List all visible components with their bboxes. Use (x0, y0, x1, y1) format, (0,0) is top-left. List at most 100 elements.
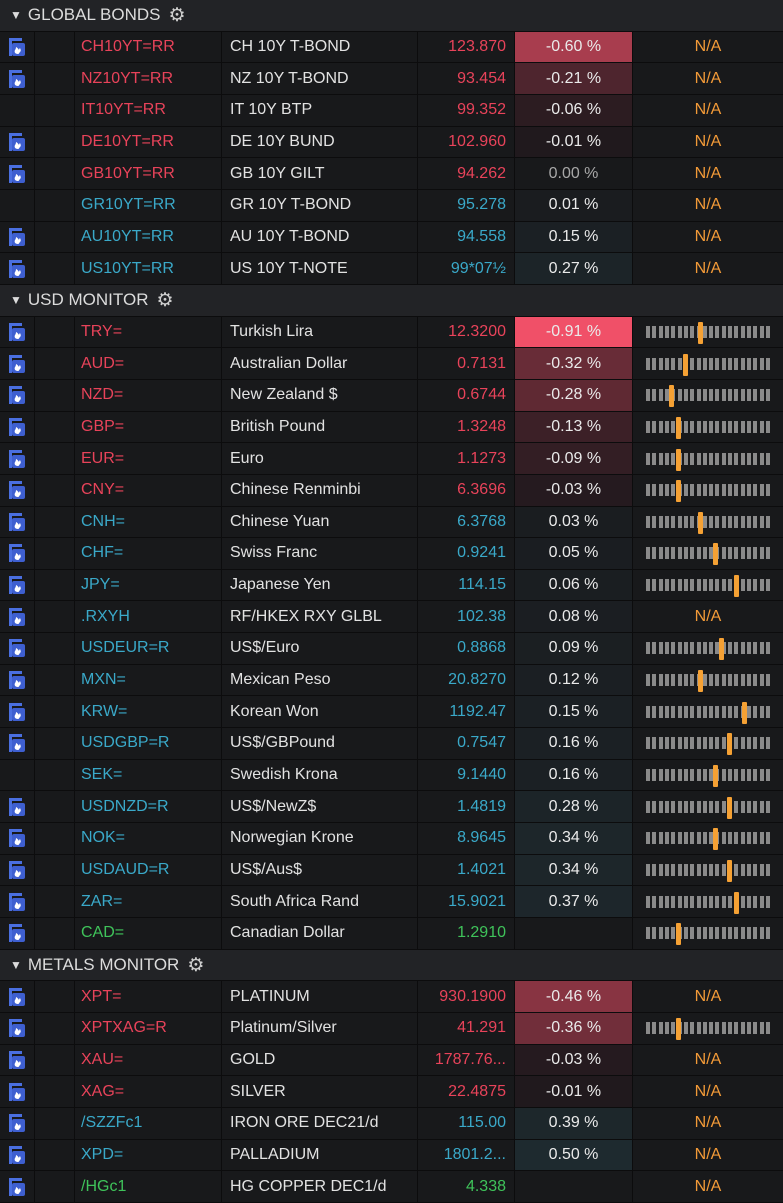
ric-cell[interactable]: XAU= (75, 1044, 222, 1076)
news-icon-cell[interactable] (0, 981, 35, 1012)
ric-cell[interactable]: USDAUD=R (75, 854, 222, 886)
table-row[interactable]: GB10YT=RR GB 10Y GILT 94.262 0.00 % N/A (0, 158, 783, 190)
news-icon-cell[interactable] (0, 1044, 35, 1076)
section-header[interactable]: ▼ METALS MONITOR ⚙ (0, 949, 783, 982)
table-row[interactable]: XAU= GOLD 1787.76... -0.03 % N/A (0, 1044, 783, 1077)
table-row[interactable]: CHF= Swiss Franc 0.9241 0.05 % (0, 538, 783, 570)
ric-cell[interactable]: IT10YT=RR (75, 94, 222, 126)
table-row[interactable]: CNH= Chinese Yuan 6.3768 0.03 % (0, 506, 783, 539)
ric-cell[interactable]: GB10YT=RR (75, 158, 222, 189)
ric-cell[interactable]: CHF= (75, 538, 222, 569)
table-row[interactable]: XPT= PLATINUM 930.1900 -0.46 % N/A (0, 981, 783, 1013)
table-row[interactable]: /SZZFc1 IRON ORE DEC21/d 115.00 0.39 % N/A (0, 1107, 783, 1140)
news-icon-cell[interactable] (0, 411, 35, 443)
news-icon-cell[interactable] (0, 538, 35, 569)
table-row[interactable]: KRW= Korean Won 1192.47 0.15 % (0, 696, 783, 729)
ric-cell[interactable]: USDNZD=R (75, 791, 222, 823)
table-row[interactable]: AUD= Australian Dollar 0.7131 -0.32 % (0, 348, 783, 380)
news-icon-cell[interactable] (0, 886, 35, 918)
table-row[interactable]: AU10YT=RR AU 10Y T-BOND 94.558 0.15 % N/A (0, 221, 783, 254)
news-icon-cell[interactable] (0, 854, 35, 886)
ric-cell[interactable]: NZ10YT=RR (75, 63, 222, 94)
news-icon-cell[interactable] (0, 94, 35, 126)
table-row[interactable]: CNY= Chinese Renminbi 6.3696 -0.03 % (0, 474, 783, 507)
news-icon-cell[interactable] (0, 158, 35, 189)
table-row[interactable]: XPTXAG=R Platinum/Silver 41.291 -0.36 % (0, 1013, 783, 1045)
ric-cell[interactable]: XPTXAG=R (75, 1013, 222, 1044)
section-header[interactable]: ▼ USD MONITOR ⚙ (0, 284, 783, 317)
table-row[interactable]: USDAUD=R US$/Aus$ 1.4021 0.34 % (0, 854, 783, 887)
ric-cell[interactable]: CNH= (75, 506, 222, 538)
ric-cell[interactable]: /SZZFc1 (75, 1107, 222, 1139)
table-row[interactable]: .RXYH RF/HKEX RXY GLBL 102.38 0.08 % N/A (0, 601, 783, 634)
ric-cell[interactable]: ZAR= (75, 886, 222, 918)
collapse-triangle-icon[interactable]: ▼ (10, 8, 22, 23)
news-icon-cell[interactable] (0, 1139, 35, 1171)
ric-cell[interactable]: XPT= (75, 981, 222, 1012)
ric-cell[interactable]: NOK= (75, 823, 222, 854)
ric-cell[interactable]: JPY= (75, 569, 222, 601)
news-icon-cell[interactable] (0, 1013, 35, 1044)
ric-cell[interactable]: CNY= (75, 474, 222, 506)
table-row[interactable]: GBP= British Pound 1.3248 -0.13 % (0, 411, 783, 444)
news-icon-cell[interactable] (0, 823, 35, 854)
table-row[interactable]: NZ10YT=RR NZ 10Y T-BOND 93.454 -0.21 % N/A (0, 63, 783, 95)
table-row[interactable]: XPD= PALLADIUM 1801.2... 0.50 % N/A (0, 1139, 783, 1172)
news-icon-cell[interactable] (0, 253, 35, 284)
ric-cell[interactable]: SEK= (75, 759, 222, 791)
table-row[interactable]: /HGc1 HG COPPER DEC1/d 4.338 N/A (0, 1171, 783, 1203)
table-row[interactable]: NOK= Norwegian Krone 8.9645 0.34 % (0, 823, 783, 855)
table-row[interactable]: IT10YT=RR IT 10Y BTP 99.352 -0.06 % N/A (0, 94, 783, 127)
ric-cell[interactable]: MXN= (75, 664, 222, 696)
ric-cell[interactable]: CH10YT=RR (75, 31, 222, 63)
news-icon-cell[interactable] (0, 1076, 35, 1107)
ric-cell[interactable]: XAG= (75, 1076, 222, 1107)
table-row[interactable]: TRY= Turkish Lira 12.3200 -0.91 % (0, 316, 783, 349)
gear-icon[interactable]: ⚙ (187, 954, 205, 976)
news-icon-cell[interactable] (0, 221, 35, 253)
news-icon-cell[interactable] (0, 759, 35, 791)
news-icon-cell[interactable] (0, 506, 35, 538)
table-row[interactable]: USDGBP=R US$/GBPound 0.7547 0.16 % (0, 728, 783, 760)
ric-cell[interactable]: GR10YT=RR (75, 189, 222, 221)
table-row[interactable]: CH10YT=RR CH 10Y T-BOND 123.870 -0.60 % N/A (0, 31, 783, 64)
table-row[interactable]: USDEUR=R US$/Euro 0.8868 0.09 % (0, 633, 783, 665)
news-icon-cell[interactable] (0, 664, 35, 696)
news-icon-cell[interactable] (0, 189, 35, 221)
ric-cell[interactable]: AUD= (75, 348, 222, 379)
ric-cell[interactable]: AU10YT=RR (75, 221, 222, 253)
news-icon-cell[interactable] (0, 126, 35, 158)
table-row[interactable]: EUR= Euro 1.1273 -0.09 % (0, 443, 783, 475)
ric-cell[interactable]: NZD= (75, 379, 222, 411)
table-row[interactable]: JPY= Japanese Yen 114.15 0.06 % (0, 569, 783, 602)
news-icon-cell[interactable] (0, 474, 35, 506)
ric-cell[interactable]: .RXYH (75, 601, 222, 633)
news-icon-cell[interactable] (0, 633, 35, 664)
ric-cell[interactable]: KRW= (75, 696, 222, 728)
ric-cell[interactable]: XPD= (75, 1139, 222, 1171)
news-icon-cell[interactable] (0, 696, 35, 728)
table-row[interactable]: CAD= Canadian Dollar 1.2910 (0, 918, 783, 950)
section-header[interactable]: ▼ GLOBAL BONDS ⚙ (0, 0, 783, 32)
news-icon-cell[interactable] (0, 1107, 35, 1139)
table-row[interactable]: GR10YT=RR GR 10Y T-BOND 95.278 0.01 % N/A (0, 189, 783, 222)
ric-cell[interactable]: USDGBP=R (75, 728, 222, 759)
table-row[interactable]: NZD= New Zealand $0.6744 -0.28 % (0, 379, 783, 412)
news-icon-cell[interactable] (0, 31, 35, 63)
news-icon-cell[interactable] (0, 348, 35, 379)
news-icon-cell[interactable] (0, 63, 35, 94)
ric-cell[interactable]: US10YT=RR (75, 253, 222, 284)
news-icon-cell[interactable] (0, 379, 35, 411)
ric-cell[interactable]: GBP= (75, 411, 222, 443)
gear-icon[interactable]: ⚙ (156, 289, 174, 311)
ric-cell[interactable]: USDEUR=R (75, 633, 222, 664)
news-icon-cell[interactable] (0, 918, 35, 949)
table-row[interactable]: MXN= Mexican Peso 20.8270 0.12 % (0, 664, 783, 697)
ric-cell[interactable]: CAD= (75, 918, 222, 949)
news-icon-cell[interactable] (0, 443, 35, 474)
table-row[interactable]: ZAR= South Africa Rand 15.9021 0.37 % (0, 886, 783, 919)
ric-cell[interactable]: EUR= (75, 443, 222, 474)
collapse-triangle-icon[interactable]: ▼ (10, 293, 22, 308)
news-icon-cell[interactable] (0, 601, 35, 633)
news-icon-cell[interactable] (0, 1171, 35, 1202)
